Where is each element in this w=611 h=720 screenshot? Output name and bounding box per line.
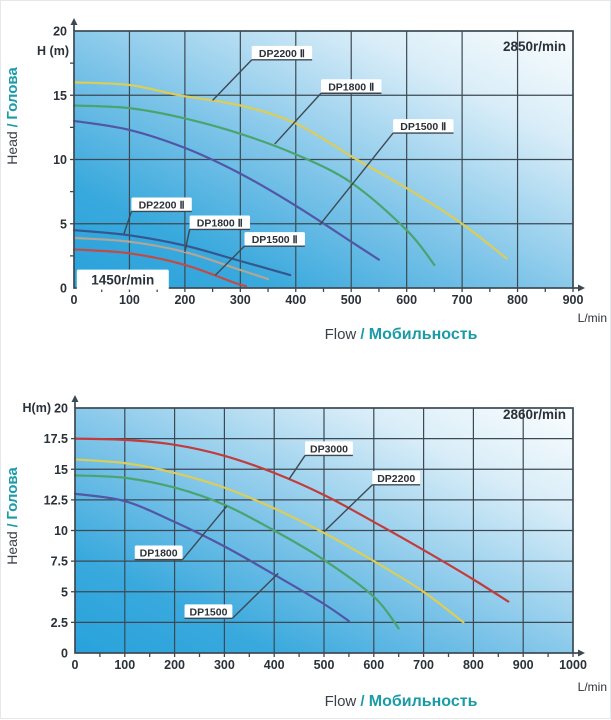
series-label-DP1800-Ⅱ: DP1800 Ⅱ	[274, 79, 382, 145]
y-axis-title: Head / Голова	[4, 467, 21, 565]
y-tick-label: 17.5	[44, 432, 68, 446]
x-tick-label: 300	[214, 658, 235, 672]
y-tick-label: 20	[54, 402, 68, 416]
x-tick-label: 300	[230, 293, 251, 307]
curve-DP1800	[73, 474, 400, 630]
svg-text:DP1800: DP1800	[140, 548, 178, 560]
x-tick-label: 200	[174, 293, 195, 307]
curve-DP1800-Ⅱ	[72, 104, 436, 266]
series-label-DP1800-Ⅱ: DP1800 Ⅱ	[184, 215, 251, 253]
svg-text:DP2200: DP2200	[377, 473, 415, 485]
x-tick-label: 100	[114, 658, 135, 672]
series-label-DP1500-Ⅱ: DP1500 Ⅱ	[214, 232, 305, 276]
x-tick-label: 700	[413, 658, 434, 672]
head-flow-chart-2860rpm: 0 100 200 300 400 500 600 700 800 900 1000 20 17.5 15…	[1, 361, 611, 720]
tick-marks	[70, 62, 574, 292]
series-label-DP1500-Ⅱ: DP1500 Ⅱ	[319, 119, 454, 226]
svg-text:DP1500 Ⅱ: DP1500 Ⅱ	[252, 234, 298, 246]
svg-text:DP2200 Ⅱ: DP2200 Ⅱ	[259, 48, 305, 60]
chart-2850rpm-canvas: 0 100 200 300 400 500 600 700 800 900 20 15 10 5 0 H (m…	[4, 18, 607, 343]
y-axis-unit: H (m)	[37, 44, 69, 58]
chart-2860rpm-canvas: 0 100 200 300 400 500 600 700 800 900 10002017.515…	[4, 395, 607, 710]
svg-text:DP1800 Ⅱ: DP1800 Ⅱ	[197, 217, 243, 229]
x-tick-label: 900	[563, 293, 584, 307]
y-tick-label: 0	[61, 647, 68, 661]
x-tick-label: 1000	[559, 658, 587, 672]
curve-DP1500	[73, 492, 350, 623]
series-label-DP3000: DP3000	[288, 441, 353, 480]
x-tick-label: 600	[363, 658, 384, 672]
y-tick-label: 15	[54, 463, 68, 477]
speed-label: 2850r/min	[503, 39, 566, 54]
secondary-speed-label: 1450r/min	[91, 273, 154, 288]
x-tick-label: 0	[72, 658, 79, 672]
y-tick-label: 5	[60, 217, 67, 231]
curve-DP1500-Ⅱ	[72, 248, 247, 288]
speed-label: 2860r/min	[503, 407, 566, 422]
svg-text:DP2200 Ⅱ: DP2200 Ⅱ	[139, 199, 185, 211]
y-tick-label: 20	[53, 25, 67, 39]
axis-arrows	[70, 18, 585, 292]
series-label-DP2200-Ⅱ: DP2200 Ⅱ	[123, 197, 192, 235]
axis-arrows	[71, 395, 585, 657]
x-tick-label: 200	[164, 658, 185, 672]
curve-DP1500-Ⅱ	[72, 119, 380, 261]
grid	[74, 31, 573, 288]
y-axis-title: Head / Голова	[4, 67, 21, 165]
y-tick-label: 2.5	[51, 616, 68, 630]
svg-text:DP3000: DP3000	[310, 443, 348, 455]
curve-DP2200-Ⅱ	[72, 229, 292, 277]
x-tick-label: 0	[71, 293, 78, 307]
x-tick-label: 900	[513, 658, 534, 672]
y-tick-label: 12.5	[44, 493, 68, 507]
x-tick-label: 700	[452, 293, 473, 307]
x-tick-label: 600	[396, 293, 417, 307]
grid	[75, 408, 573, 653]
y-tick-label: 15	[53, 89, 67, 103]
curve-DP2200-Ⅱ	[72, 81, 508, 260]
x-tick-label: 800	[507, 293, 528, 307]
series-label-DP2200: DP2200	[323, 470, 421, 533]
x-tick-label: 400	[264, 658, 285, 672]
x-tick-label: 500	[314, 658, 335, 672]
head-flow-chart-2850rpm: 0 100 200 300 400 500 600 700 800 900 20 15 10 5 0 H (m…	[1, 1, 611, 361]
series-label-DP1500: DP1500	[184, 572, 279, 620]
svg-text:DP1500: DP1500	[189, 606, 227, 618]
x-tick-label: 100	[119, 293, 140, 307]
x-axis-title: Flow / Мобильность	[325, 693, 478, 710]
x-axis-unit: L/min	[578, 311, 607, 325]
y-tick-label: 10	[53, 153, 67, 167]
secondary-speed-label-box	[76, 269, 169, 290]
y-axis-unit: H(m)	[23, 401, 51, 415]
x-tick-label: 400	[285, 293, 306, 307]
x-axis-title: Flow / Мобильность	[325, 326, 478, 343]
tick-marks	[71, 437, 574, 657]
x-tick-label: 800	[463, 658, 484, 672]
y-tick-label: 0	[60, 282, 67, 296]
svg-text:DP1500 Ⅱ: DP1500 Ⅱ	[400, 121, 446, 133]
svg-text:DP1800 Ⅱ: DP1800 Ⅱ	[328, 81, 374, 93]
curve-DP3000	[73, 437, 510, 603]
y-tick-label: 5	[61, 585, 68, 599]
x-axis-unit: L/min	[578, 680, 607, 694]
series-label-DP2200-Ⅱ: DP2200 Ⅱ	[212, 45, 313, 101]
y-tick-label: 10	[54, 524, 68, 538]
series-label-DP1800: DP1800	[134, 505, 228, 561]
curve-DP2200	[73, 458, 465, 624]
x-tick-label: 500	[341, 293, 362, 307]
y-tick-label: 7.5	[51, 555, 68, 569]
